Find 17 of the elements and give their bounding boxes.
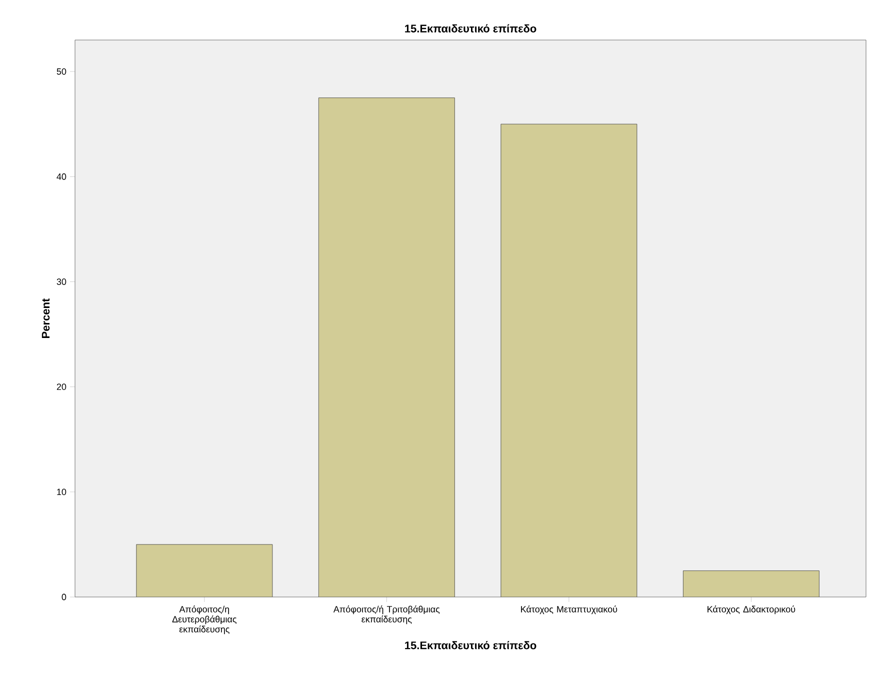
y-tick-label: 10 [57,488,66,496]
bar [318,98,455,597]
x-tick-label: Απόφοιτος/ή Τριτοβάθμιας εκπαίδευσης [333,606,440,624]
chart-title: 15.Εκπαιδευτικό επίπεδο [405,24,536,32]
y-tick-label: 40 [56,173,66,180]
x-tick-label: Κάτοχος Διδακτορικού [708,606,796,614]
y-tick-label: 50 [56,68,66,75]
x-tick-label: Κάτοχος Μεταπτυχιακού [521,606,618,614]
bar [500,124,638,597]
bar [136,544,273,597]
y-tick-label: 20 [56,384,66,390]
y-tick-label: 30 [56,278,66,285]
y-axis-title: Percent [42,298,50,338]
bar [682,570,820,597]
x-axis-title: 15.Εκπαιδευτικό επίπεδο [405,641,536,650]
x-tick-label: Απόφοιτος/η Δευτεροβάθμιας εκπαίδευσης [172,606,236,634]
y-tick-label: 0 [62,594,66,600]
